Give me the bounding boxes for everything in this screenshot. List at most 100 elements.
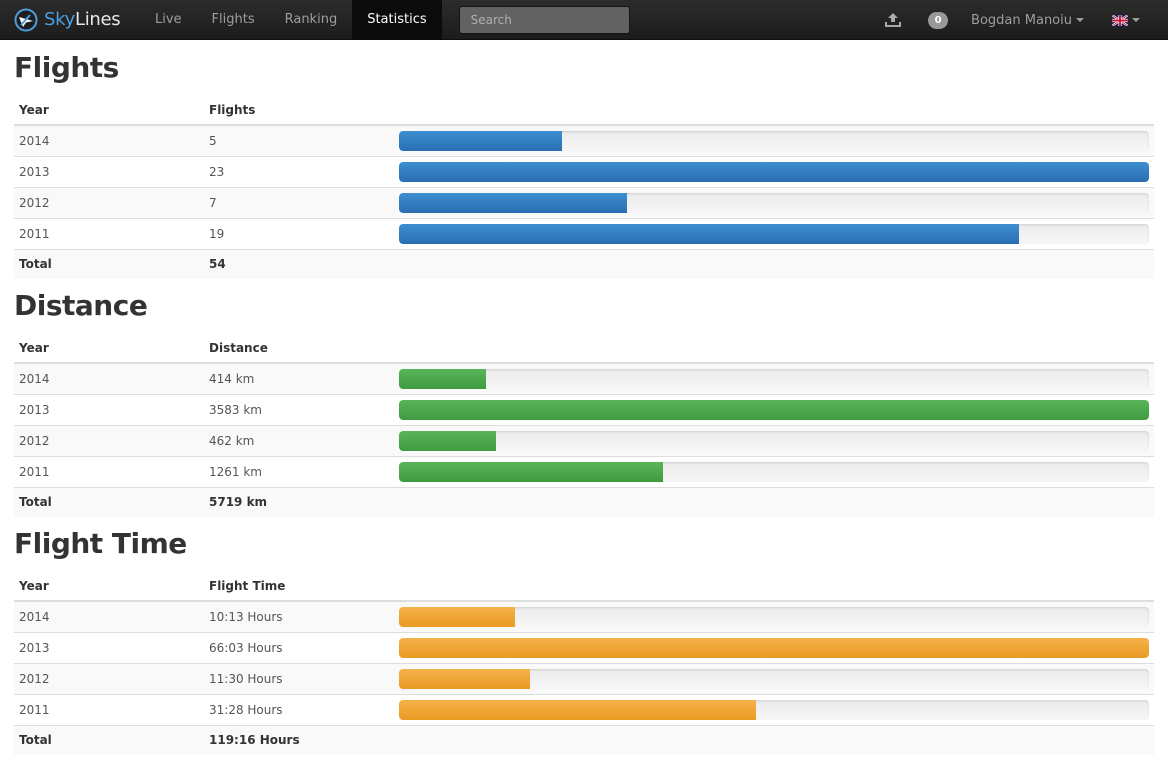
search-input[interactable]: [458, 5, 630, 34]
year-cell: 2013: [14, 393, 204, 425]
table-row: 2011 19: [14, 217, 1154, 249]
value-cell: 5: [204, 124, 394, 156]
progress-bar-fill: [399, 606, 516, 627]
year-cell: 2014: [14, 600, 204, 632]
nav-item-flights[interactable]: Flights: [211, 11, 255, 27]
bar-cell: [394, 362, 1154, 394]
bar-cell: [394, 186, 1154, 218]
table-row: 2012 462 km: [14, 424, 1154, 456]
progress-bar-fill: [399, 668, 530, 689]
year-column-header: Year: [14, 96, 204, 126]
progress-bar: [399, 637, 1149, 658]
distance-table: Year Distance 2014 414 km 2013 3583 km 2…: [14, 334, 1154, 517]
chevron-down-icon: [1076, 18, 1084, 22]
table-row: 2013 23: [14, 155, 1154, 187]
year-cell: 2012: [14, 662, 204, 694]
year-cell: 2012: [14, 186, 204, 218]
bar-cell: [394, 662, 1154, 694]
progress-bar: [399, 461, 1149, 482]
value-cell: 414 km: [204, 362, 394, 394]
upload-button[interactable]: [875, 0, 911, 40]
brand-logo-link[interactable]: SkyLines: [0, 0, 140, 40]
year-cell: 2014: [14, 124, 204, 156]
main-nav: Live Flights Ranking Statistics: [140, 0, 442, 40]
brand-name-sky: Sky: [44, 8, 75, 30]
table-row: 2011 1261 km: [14, 455, 1154, 487]
brand-name-lines: Lines: [74, 8, 121, 30]
value-cell: 7: [204, 186, 394, 218]
value-cell: 462 km: [204, 424, 394, 456]
uk-flag-icon: [1112, 14, 1128, 26]
distance-column-header: Distance: [204, 334, 394, 364]
year-cell: 2012: [14, 424, 204, 456]
notifications-button[interactable]: 0: [923, 0, 953, 40]
bar-cell: [394, 693, 1154, 725]
total-label: Total: [14, 248, 204, 279]
total-row: Total 119:16 Hours: [14, 724, 1154, 755]
progress-bar-fill: [399, 461, 663, 482]
progress-bar: [399, 368, 1149, 389]
year-cell: 2011: [14, 693, 204, 725]
bar-column-header: [394, 572, 1154, 602]
nav-item-ranking[interactable]: Ranking: [284, 11, 338, 27]
distance-heading: Distance: [14, 289, 148, 322]
user-menu-dropdown[interactable]: Bogdan Manoiu: [971, 0, 1084, 40]
progress-bar-fill: [399, 430, 496, 451]
progress-bar-fill: [399, 161, 1149, 182]
progress-bar: [399, 430, 1149, 451]
table-row: 2011 31:28 Hours: [14, 693, 1154, 725]
progress-bar-fill: [399, 192, 627, 213]
table-row: 2012 7: [14, 186, 1154, 218]
total-row: Total 5719 km: [14, 486, 1154, 517]
total-label: Total: [14, 486, 204, 517]
value-cell: 31:28 Hours: [204, 693, 394, 725]
nav-item-statistics[interactable]: Statistics: [352, 0, 442, 40]
year-column-header: Year: [14, 334, 204, 364]
navbar: SkyLines Live Flights Ranking Statistics…: [0, 0, 1168, 40]
total-value: 119:16 Hours: [204, 724, 394, 755]
table-header-row: Year Flights: [14, 96, 1154, 126]
table-row: 2014 414 km: [14, 362, 1154, 394]
progress-bar: [399, 668, 1149, 689]
bar-cell: [394, 155, 1154, 187]
progress-bar-fill: [399, 130, 562, 151]
value-cell: 10:13 Hours: [204, 600, 394, 632]
brand-name: SkyLines: [44, 0, 121, 40]
flights-heading: Flights: [14, 51, 119, 84]
table-row: 2012 11:30 Hours: [14, 662, 1154, 694]
year-cell: 2011: [14, 455, 204, 487]
progress-bar-fill: [399, 637, 1149, 658]
flight-time-heading: Flight Time: [14, 527, 187, 560]
user-name: Bogdan Manoiu: [971, 12, 1072, 28]
year-cell: 2014: [14, 362, 204, 394]
language-dropdown[interactable]: [1112, 0, 1140, 40]
progress-bar: [399, 161, 1149, 182]
bar-cell: [394, 631, 1154, 663]
total-value: 54: [204, 248, 394, 279]
bar-cell: [394, 393, 1154, 425]
bar-cell: [394, 424, 1154, 456]
value-cell: 11:30 Hours: [204, 662, 394, 694]
progress-bar: [399, 606, 1149, 627]
bar-cell: [394, 217, 1154, 249]
progress-bar-fill: [399, 223, 1019, 244]
bar-column-header: [394, 334, 1154, 364]
year-column-header: Year: [14, 572, 204, 602]
flights-table: Year Flights 2014 5 2013 23 2012 7: [14, 96, 1154, 279]
nav-item-live[interactable]: Live: [155, 11, 182, 27]
progress-bar: [399, 699, 1149, 720]
flight-time-column-header: Flight Time: [204, 572, 394, 602]
progress-bar: [399, 399, 1149, 420]
chevron-down-icon: [1132, 18, 1140, 22]
progress-bar: [399, 192, 1149, 213]
notification-count-badge: 0: [928, 11, 949, 29]
year-cell: 2013: [14, 631, 204, 663]
total-bar-cell: [394, 724, 1154, 755]
total-label: Total: [14, 724, 204, 755]
bar-cell: [394, 455, 1154, 487]
year-cell: 2011: [14, 217, 204, 249]
bar-cell: [394, 600, 1154, 632]
navbar-right: 0 Bogdan Manoiu: [875, 0, 1168, 40]
progress-bar-fill: [399, 399, 1149, 420]
value-cell: 3583 km: [204, 393, 394, 425]
